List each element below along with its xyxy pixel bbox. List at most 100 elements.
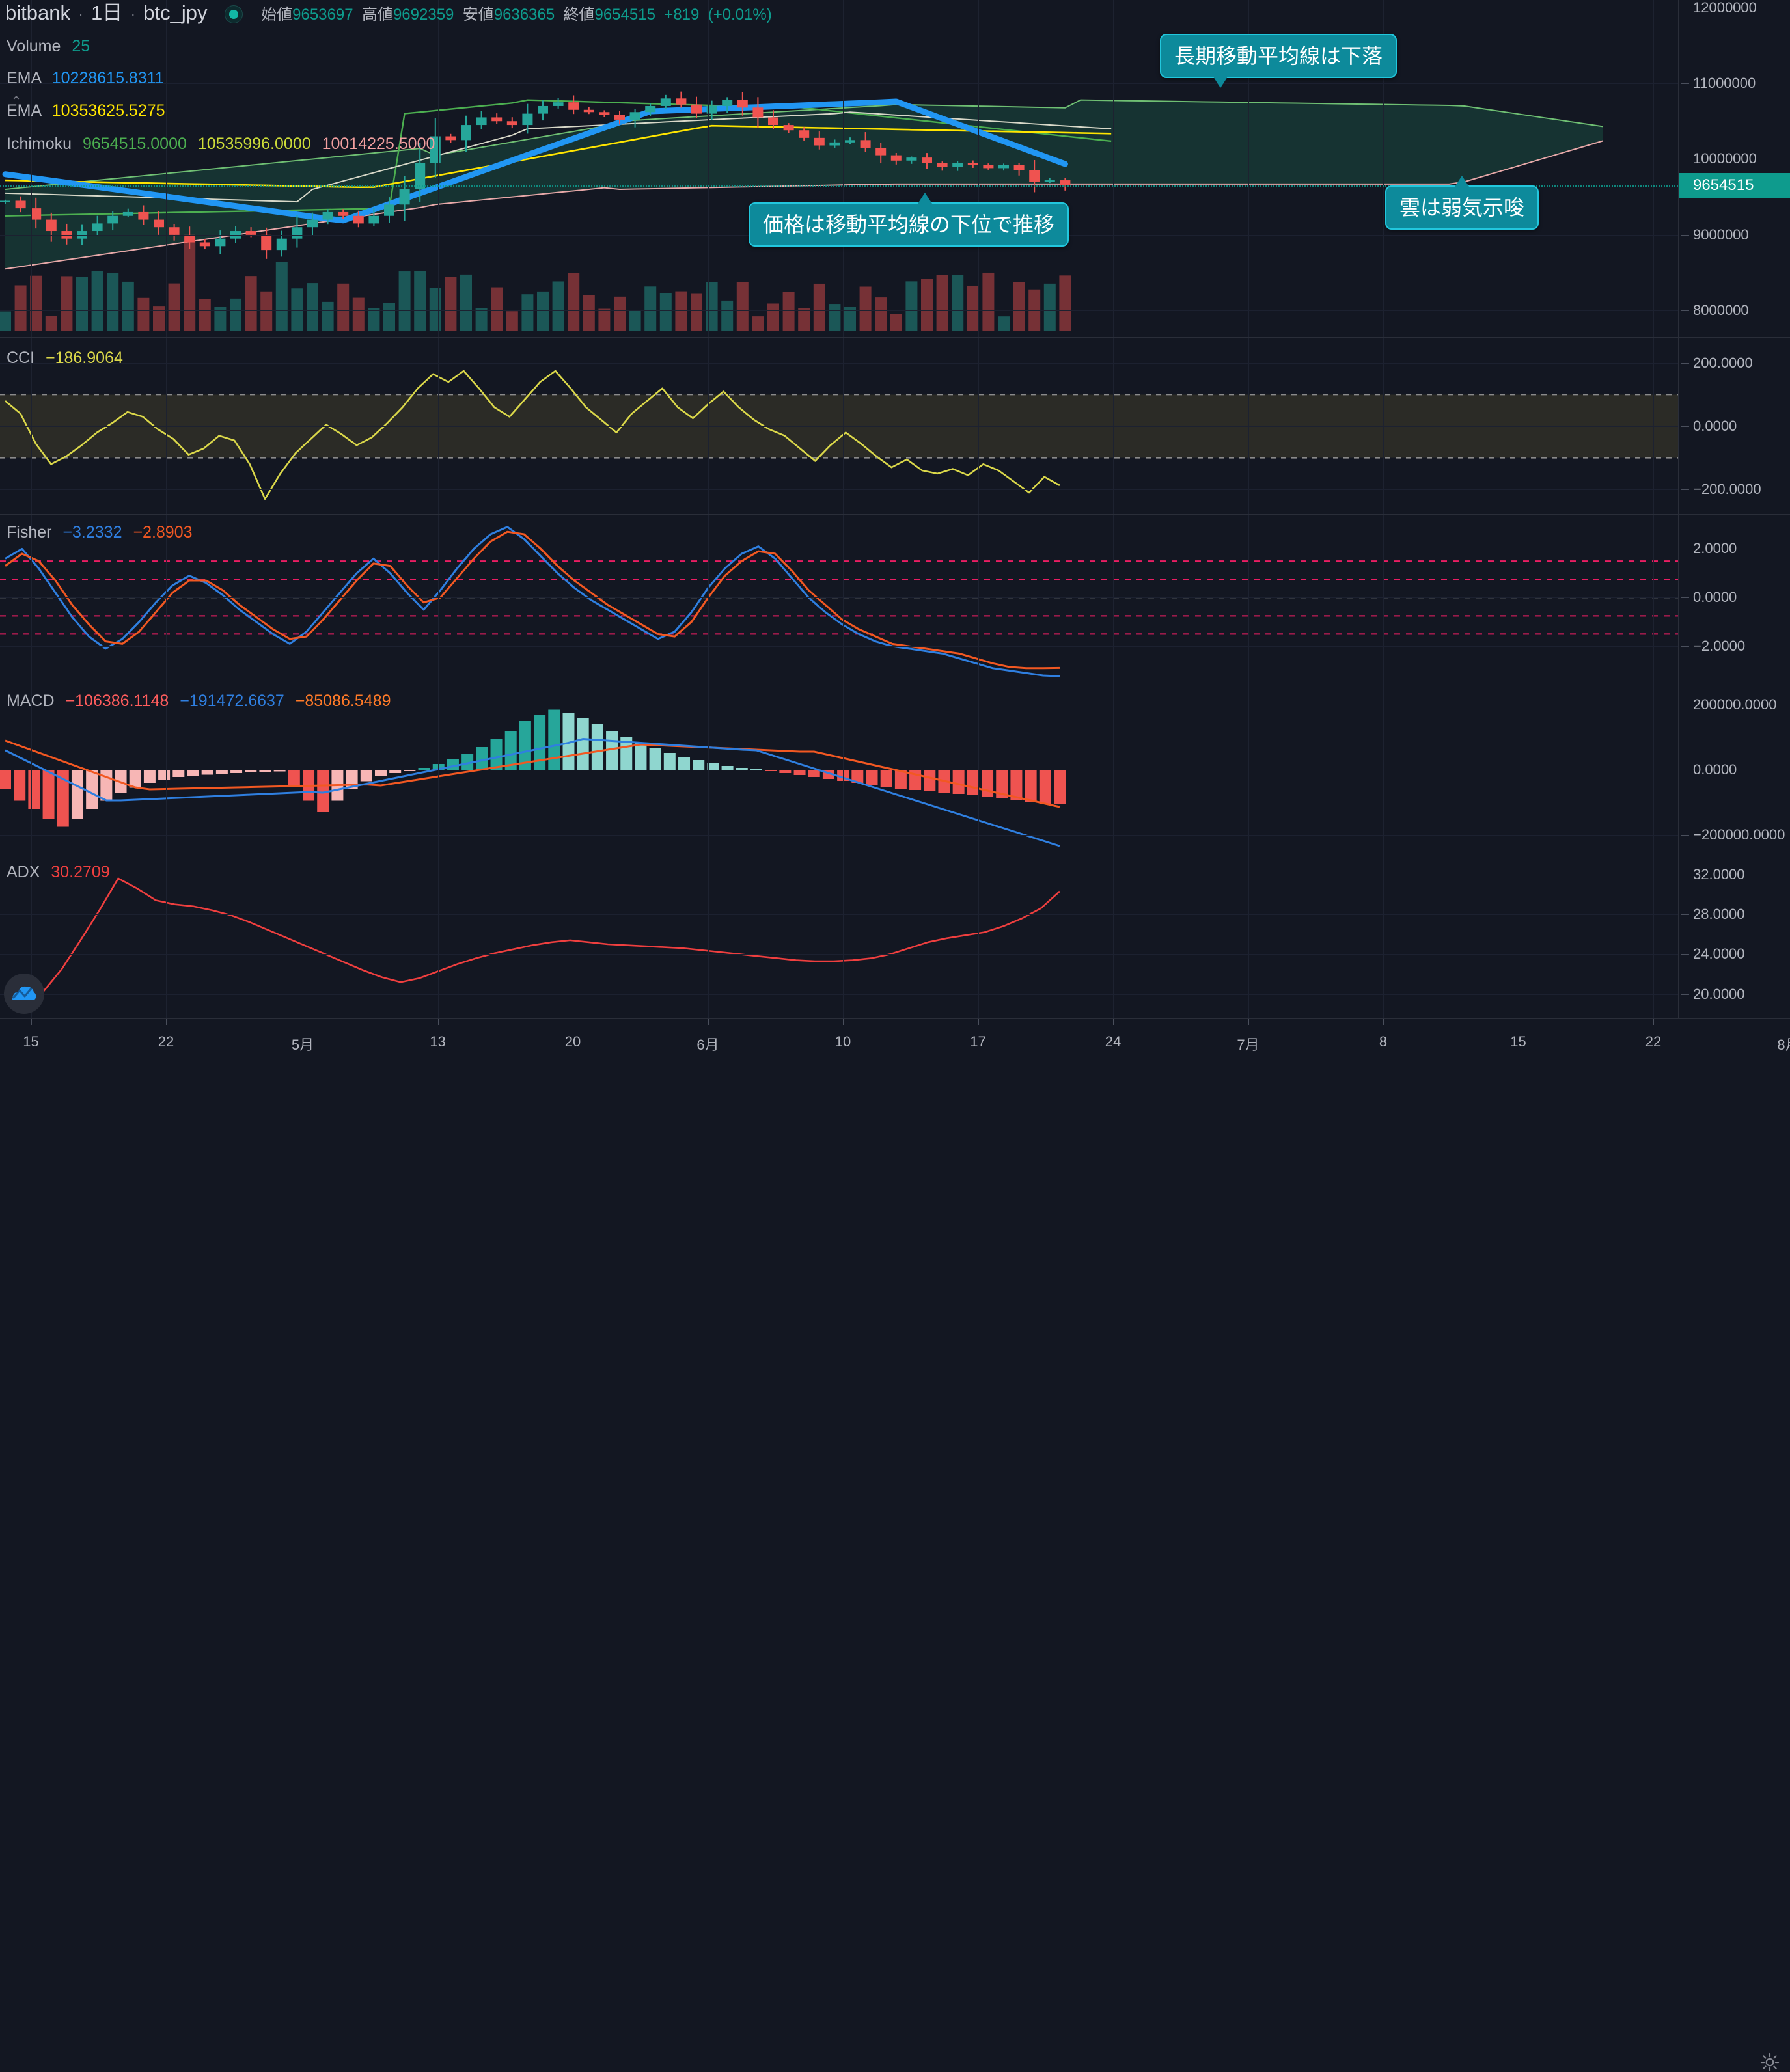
legend-adx[interactable]: ADX 30.2709: [7, 862, 110, 882]
macd-histogram-bar: [28, 770, 40, 809]
callout-tail-1: [1213, 77, 1228, 88]
current-price-badge[interactable]: 9654515: [1679, 172, 1790, 198]
annotation-text-3: 雲は弱気示唆: [1399, 196, 1525, 219]
plot-area[interactable]: Volume 25 EMA 10228615.8311 EMA 10353625…: [0, 0, 1678, 1019]
volume-bar: [890, 314, 902, 331]
time-tick: [166, 1019, 167, 1025]
macd-histogram-bar: [707, 763, 719, 770]
candle-body: [415, 163, 426, 190]
candle-body: [737, 100, 748, 108]
time-axis-label: 8: [1379, 1033, 1388, 1050]
grid-line: [31, 515, 32, 685]
candle-body: [691, 104, 702, 114]
market-status-icon: [224, 5, 243, 24]
macd-histogram-bar: [693, 760, 705, 770]
volume-bar: [137, 297, 150, 331]
candle-body: [629, 112, 640, 120]
axis-label: 0.0000: [1693, 418, 1737, 434]
candle-body: [922, 157, 932, 163]
annotation-callout-1[interactable]: 長期移動平均線は下落: [1160, 34, 1398, 88]
axis-label: 9000000: [1693, 226, 1749, 243]
volume-bar: [905, 281, 918, 331]
grid-line: [843, 854, 844, 1019]
current-price-line: [0, 185, 1678, 187]
volume-bar: [199, 299, 211, 331]
volume-bar: [659, 293, 672, 331]
macd-axis-section[interactable]: 200000.0000 0.0000 −200000.0000: [1679, 685, 1790, 854]
price-axis-section[interactable]: 12000000 11000000 10000000 9000000 8000000 96…: [1679, 0, 1790, 337]
symbol-name[interactable]: btc_jpy: [143, 1, 208, 24]
macd-histogram-bar: [952, 770, 965, 794]
legend-ichimoku[interactable]: Ichimoku 9654515.0000 10535996.0000 1001…: [7, 134, 435, 154]
macd-value-2: −191472.6637: [180, 692, 284, 710]
legend-cci[interactable]: CCI −186.9064: [7, 348, 123, 368]
adx-pane[interactable]: [0, 854, 1678, 1019]
legend-fisher[interactable]: Fisher −3.2332 −2.8903: [7, 523, 193, 542]
macd-histogram-bar: [42, 770, 55, 819]
price-axis[interactable]: 12000000 11000000 10000000 9000000 8000000 96…: [1678, 0, 1790, 1018]
macd-pane[interactable]: [0, 685, 1678, 854]
grid-line: [978, 515, 979, 685]
candle-body: [676, 98, 687, 105]
fisher-pane[interactable]: [0, 514, 1678, 685]
time-tick: [437, 1019, 439, 1025]
macd-histogram-bar: [476, 747, 488, 770]
time-axis[interactable]: 15 22 5月 13 20 6月 10 17 24 7月 8 15 22 8月: [0, 1018, 1790, 2072]
macd-histogram-bar: [143, 770, 156, 783]
fisher-axis-section[interactable]: 2.0000 0.0000 −2.0000: [1679, 514, 1790, 685]
candle-body: [46, 219, 57, 232]
candle-body: [399, 189, 410, 205]
candle-body: [722, 100, 733, 106]
macd-histogram-bar: [317, 770, 329, 812]
gear-icon[interactable]: [1760, 2052, 1780, 2072]
volume-bar: [491, 287, 503, 331]
candle-body: [952, 163, 963, 167]
volume-bar: [30, 275, 42, 331]
time-axis-label: 24: [1105, 1033, 1122, 1050]
price-pane[interactable]: [0, 0, 1678, 337]
grid-line: [31, 0, 32, 337]
volume-bar: [521, 294, 534, 331]
volume-bar: [552, 281, 564, 331]
axis-label: −2.0000: [1693, 638, 1746, 655]
candle-body: [967, 163, 978, 165]
interval-label[interactable]: 1日: [90, 1, 123, 24]
grid-line: [0, 914, 1678, 915]
collapse-pane-button[interactable]: ⌃: [10, 94, 22, 109]
legend-volume[interactable]: Volume 25: [7, 36, 90, 56]
axis-tick: [1681, 954, 1689, 955]
exchange-name[interactable]: bitbank: [5, 1, 70, 24]
ichimoku-senkou-a: [5, 99, 1603, 191]
volume-bar: [598, 308, 611, 331]
cci-axis-section[interactable]: 200.0000 0.0000 −200.0000: [1679, 337, 1790, 515]
macd-histogram-bar: [71, 770, 83, 819]
annotation-callout-2[interactable]: 価格は移動平均線の下位で推移: [749, 193, 1069, 247]
grid-line: [708, 515, 709, 685]
open-value: 9653697: [292, 6, 353, 23]
candle-body: [31, 208, 42, 220]
grid-line: [1383, 0, 1384, 337]
cci-pane[interactable]: [0, 337, 1678, 515]
axis-label: 0.0000: [1693, 761, 1737, 778]
adx-axis-section[interactable]: 32.0000 28.0000 24.0000 20.0000: [1679, 854, 1790, 1019]
ichimoku-value-1: 9654515.0000: [83, 135, 187, 153]
legend-ema-fast[interactable]: EMA 10228615.8311: [7, 68, 164, 88]
candle-body: [261, 234, 272, 251]
volume-bar: [752, 316, 764, 331]
volume-bar: [1028, 289, 1041, 331]
grid-line: [843, 515, 844, 685]
legend-macd[interactable]: MACD −106386.1148 −191472.6637 −85086.54…: [7, 691, 391, 711]
grid-line: [1113, 0, 1114, 337]
macd-histogram-bar: [1010, 770, 1023, 800]
callout-tail-2: [918, 193, 932, 204]
close-label: 終値: [563, 6, 595, 23]
annotation-callout-3[interactable]: 雲は弱気示唆: [1385, 176, 1539, 230]
adx-label: ADX: [7, 863, 40, 881]
time-axis-label: 6月: [696, 1037, 719, 1053]
volume-bar: [214, 307, 227, 331]
candle-body: [568, 102, 579, 110]
volume-bar: [475, 308, 488, 331]
grid-line: [437, 515, 439, 685]
legend-ema-slow[interactable]: EMA 10353625.5275: [7, 101, 165, 120]
